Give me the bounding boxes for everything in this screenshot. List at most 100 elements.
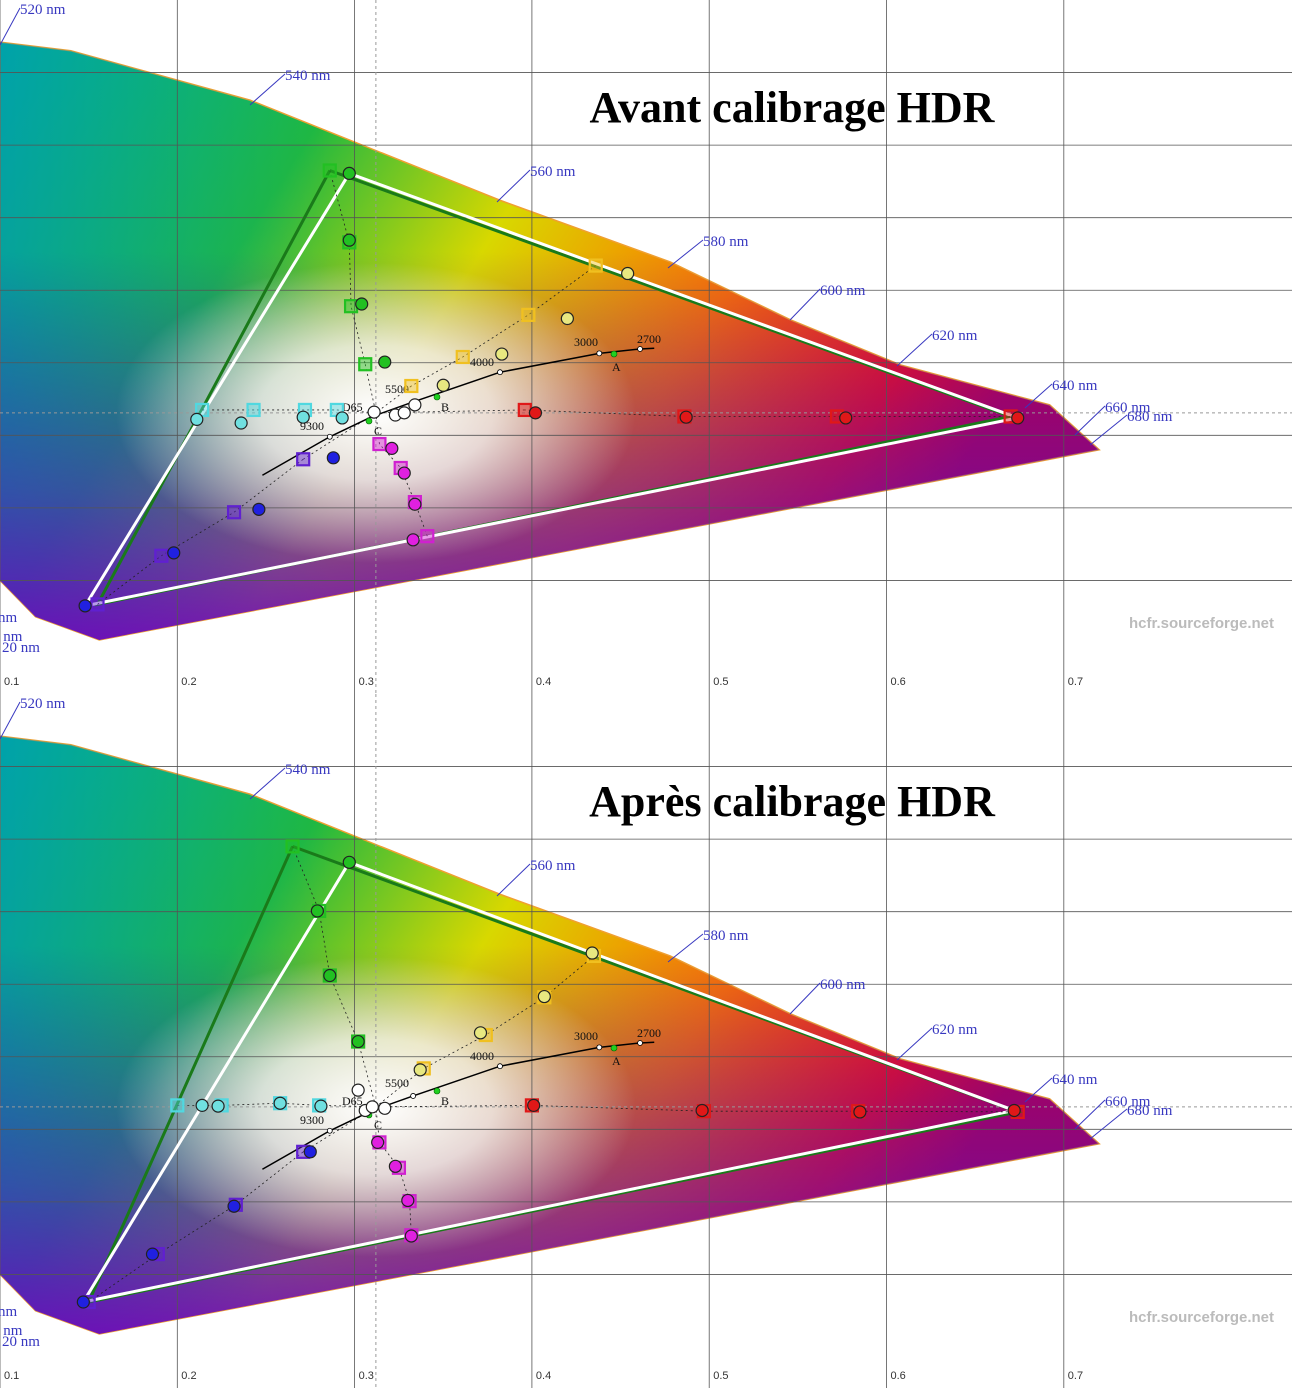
target-marker [404,378,419,394]
measured-marker [413,1063,427,1077]
x-tick-label: 0.2 [181,676,196,688]
wavelength-label: 600 nm [820,283,866,299]
wavelength-leader [896,333,933,367]
measured-marker [190,412,204,426]
cct-label: 3000 [574,335,598,349]
x-tick-label: 0.6 [891,676,906,688]
wavelength-label: nm [0,1304,18,1320]
measured-marker [388,1159,402,1173]
illuminant-label: A [612,360,621,374]
wavelength-leader [1074,405,1106,436]
cct-point [637,1040,643,1046]
target-marker [372,436,387,452]
measured-marker [560,311,574,326]
wavelength-leader [1024,383,1053,409]
measured-marker [342,855,356,869]
cct-point [596,1044,603,1051]
target-marker [343,299,359,314]
measured-marker [397,466,411,480]
measured-marker [406,533,420,547]
saturation-sweep [88,1151,304,1303]
wavelength-leader [0,7,21,46]
wavelength-label: 640 nm [1052,378,1098,394]
chart-panel: 0.1 0.2 0.3 0.4 0.5 0.6 0.7 520 nm 540 nm 560 nm 5… [0,0,1292,694]
cct-label: 2700 [637,1026,661,1040]
cct-label: 9300 [300,1113,324,1127]
x-tick-label: 0.5 [713,1370,728,1382]
measured-marker [378,1101,392,1115]
target-marker [455,349,470,365]
x-tick-label: 0.3 [359,1370,374,1382]
wavelength-leader [1024,1077,1053,1103]
illuminant-label: B [441,400,449,414]
measured-marker [355,297,369,311]
cct-label: 5500 [385,1076,409,1090]
cct-label: 4000 [470,355,494,369]
measured-marker [527,1098,541,1112]
target-marker [170,1098,185,1113]
saturation-sweep [292,846,359,1042]
illuminant-label: C [374,424,382,438]
wavelength-label: 0 nm [0,629,23,645]
measured-marker [585,946,599,960]
wavelength-label: 540 nm [285,68,331,84]
measured-marker [342,166,356,181]
wavelength-label: 580 nm [703,234,749,250]
measured-marker [342,233,356,247]
cct-label: 3000 [574,1029,598,1043]
measured-marker [252,502,266,516]
measured-marker [1007,1103,1021,1118]
cct-point [326,1127,333,1134]
illuminant-point [610,350,618,358]
wavelength-label: 620 nm [932,1022,978,1038]
measured-marker [371,1135,385,1149]
target-marker [521,307,536,322]
measured-gamut [82,171,1024,608]
x-tick-label: 0.7 [1068,1370,1083,1382]
x-tick-label: 0.2 [181,1370,196,1382]
watermark: hcfr.sourceforge.net [1129,1309,1274,1326]
wavelength-label: nm [0,610,18,626]
illuminant-label: D65 [342,400,363,414]
wavelength-leader [789,982,821,1015]
target-gamut [86,844,1024,1305]
measured-marker [365,1100,379,1114]
measured-marker [367,405,381,419]
saturation-sweep [379,1142,412,1236]
measured-marker [167,546,181,560]
x-tick-label: 0.3 [359,676,374,688]
x-tick-label: 0.4 [536,676,551,688]
cct-label: 5500 [385,382,409,396]
wavelength-leader [896,1027,933,1061]
wavelength-label: 680 nm [1127,409,1173,425]
saturation-sweep [531,1104,1018,1113]
wavelength-leader [667,933,704,963]
measured-gamut [80,860,1020,1305]
measured-marker [695,1103,709,1118]
watermark: hcfr.sourceforge.net [1129,615,1274,632]
measured-marker [621,266,635,281]
target-marker [90,597,105,612]
wavelength-leader [667,239,704,269]
measured-marker [473,1026,488,1040]
measured-marker [528,406,543,420]
measured-marker [679,410,693,424]
measured-marker [234,416,248,430]
measured-marker [351,1083,365,1097]
target-marker [322,163,337,178]
illuminant-label: B [441,1094,449,1108]
measured-marker [385,441,399,455]
saturation-sweep [97,458,304,605]
sweep-link [375,1068,425,1108]
measured-marker [404,1229,418,1243]
wavelength-label: 560 nm [530,858,576,874]
wavelength-label: 660 nm [1105,400,1151,416]
measured-marker [314,1099,328,1113]
cct-point [410,1093,417,1099]
cct-point [596,350,603,357]
measured-marker [310,904,324,918]
sweep-link [375,1104,532,1108]
measured-marker [351,1034,365,1049]
wavelength-leader [249,73,286,106]
illuminant-point [365,417,373,425]
